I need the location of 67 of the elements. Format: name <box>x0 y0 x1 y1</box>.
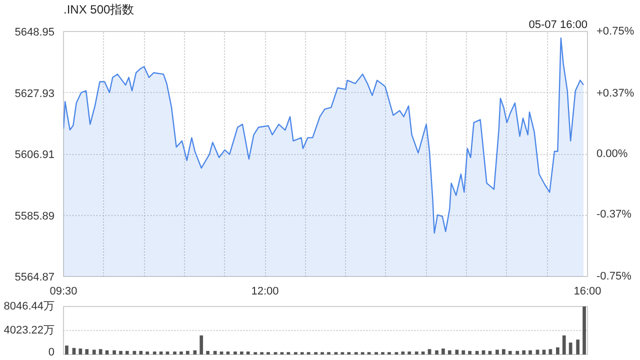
bar <box>206 350 210 354</box>
bar <box>180 352 183 354</box>
bar <box>502 349 506 354</box>
bar <box>152 352 156 354</box>
chart-title: .INX 500指数 <box>64 2 134 16</box>
bar <box>200 335 204 354</box>
bar <box>186 350 190 354</box>
text: 05-07 16:00 <box>528 19 588 31</box>
bar <box>508 350 512 354</box>
bar <box>234 352 237 354</box>
bar <box>496 350 499 354</box>
bar <box>139 350 143 354</box>
y-tick-label: 5564.87 <box>14 272 55 284</box>
bar <box>536 350 540 354</box>
bar <box>92 350 96 354</box>
bar <box>112 350 116 354</box>
y-tick-label: 5606.91 <box>14 149 55 161</box>
bar <box>562 335 566 354</box>
bar <box>98 349 102 354</box>
bar <box>414 352 418 354</box>
bar <box>65 346 68 354</box>
y2-tick-label: -0.37% <box>596 208 632 220</box>
bar <box>246 352 250 354</box>
bar <box>448 350 452 354</box>
y-tick-label: 8046.44万 <box>4 300 55 312</box>
x-tick-label: 12:00 <box>251 286 279 298</box>
bar <box>442 348 445 354</box>
bar <box>556 347 560 354</box>
bar <box>455 350 459 354</box>
bar <box>146 352 150 354</box>
bar <box>408 352 412 354</box>
bar <box>582 306 586 354</box>
bar <box>522 350 526 354</box>
x-tick-label: 09:30 <box>50 286 78 298</box>
y-tick-label: 5648.95 <box>14 26 55 38</box>
bar <box>126 350 129 354</box>
bar <box>462 350 466 354</box>
bar <box>226 352 230 354</box>
x-tick-label: 16:00 <box>574 286 602 298</box>
y2-tick-label: -0.75% <box>596 270 632 282</box>
bar <box>576 340 580 354</box>
bar <box>468 350 472 354</box>
bar <box>428 349 432 354</box>
y2-tick-label: 0.00% <box>596 148 628 160</box>
bar <box>173 352 176 354</box>
bar <box>78 348 82 354</box>
y-tick-label: 5585.89 <box>14 210 55 222</box>
y-tick-label: 5627.93 <box>14 88 55 100</box>
bar <box>401 352 405 354</box>
bar <box>240 352 244 354</box>
bar <box>542 350 546 354</box>
bar <box>421 352 425 354</box>
bar <box>528 350 532 354</box>
bar <box>548 349 552 354</box>
bar <box>119 350 122 354</box>
bar <box>568 342 572 354</box>
bar <box>159 352 163 354</box>
bar <box>166 352 170 354</box>
bar <box>220 352 224 354</box>
y-tick-label: 0 <box>48 346 55 358</box>
y-tick-label: 4023.22万 <box>4 324 55 336</box>
bar <box>435 350 438 354</box>
bar <box>193 350 197 354</box>
bar <box>516 350 520 354</box>
y2-tick-label: +0.75% <box>596 26 634 38</box>
bar <box>85 349 89 354</box>
y2-tick-label: +0.37% <box>596 88 634 100</box>
